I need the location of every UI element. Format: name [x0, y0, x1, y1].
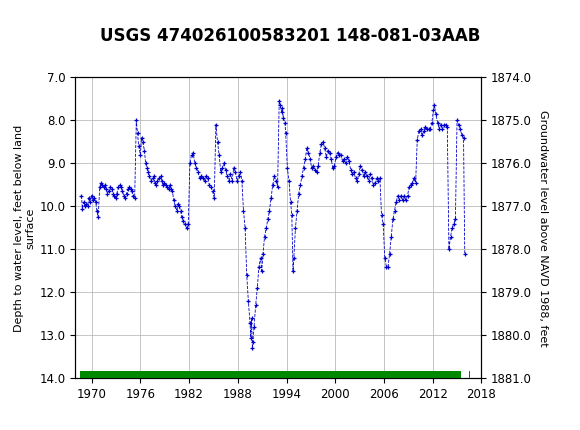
Y-axis label: Groundwater level above NAVD 1988, feet: Groundwater level above NAVD 1988, feet — [538, 110, 548, 346]
Text: USGS: USGS — [58, 10, 113, 28]
Bar — [80, 371, 461, 378]
Y-axis label: Depth to water level, feet below land
surface: Depth to water level, feet below land su… — [14, 124, 35, 332]
Legend: Period of approved data: Period of approved data — [183, 427, 374, 430]
Bar — [469, 371, 470, 378]
Text: USGS 474026100583201 148-081-03AAB: USGS 474026100583201 148-081-03AAB — [100, 27, 480, 45]
